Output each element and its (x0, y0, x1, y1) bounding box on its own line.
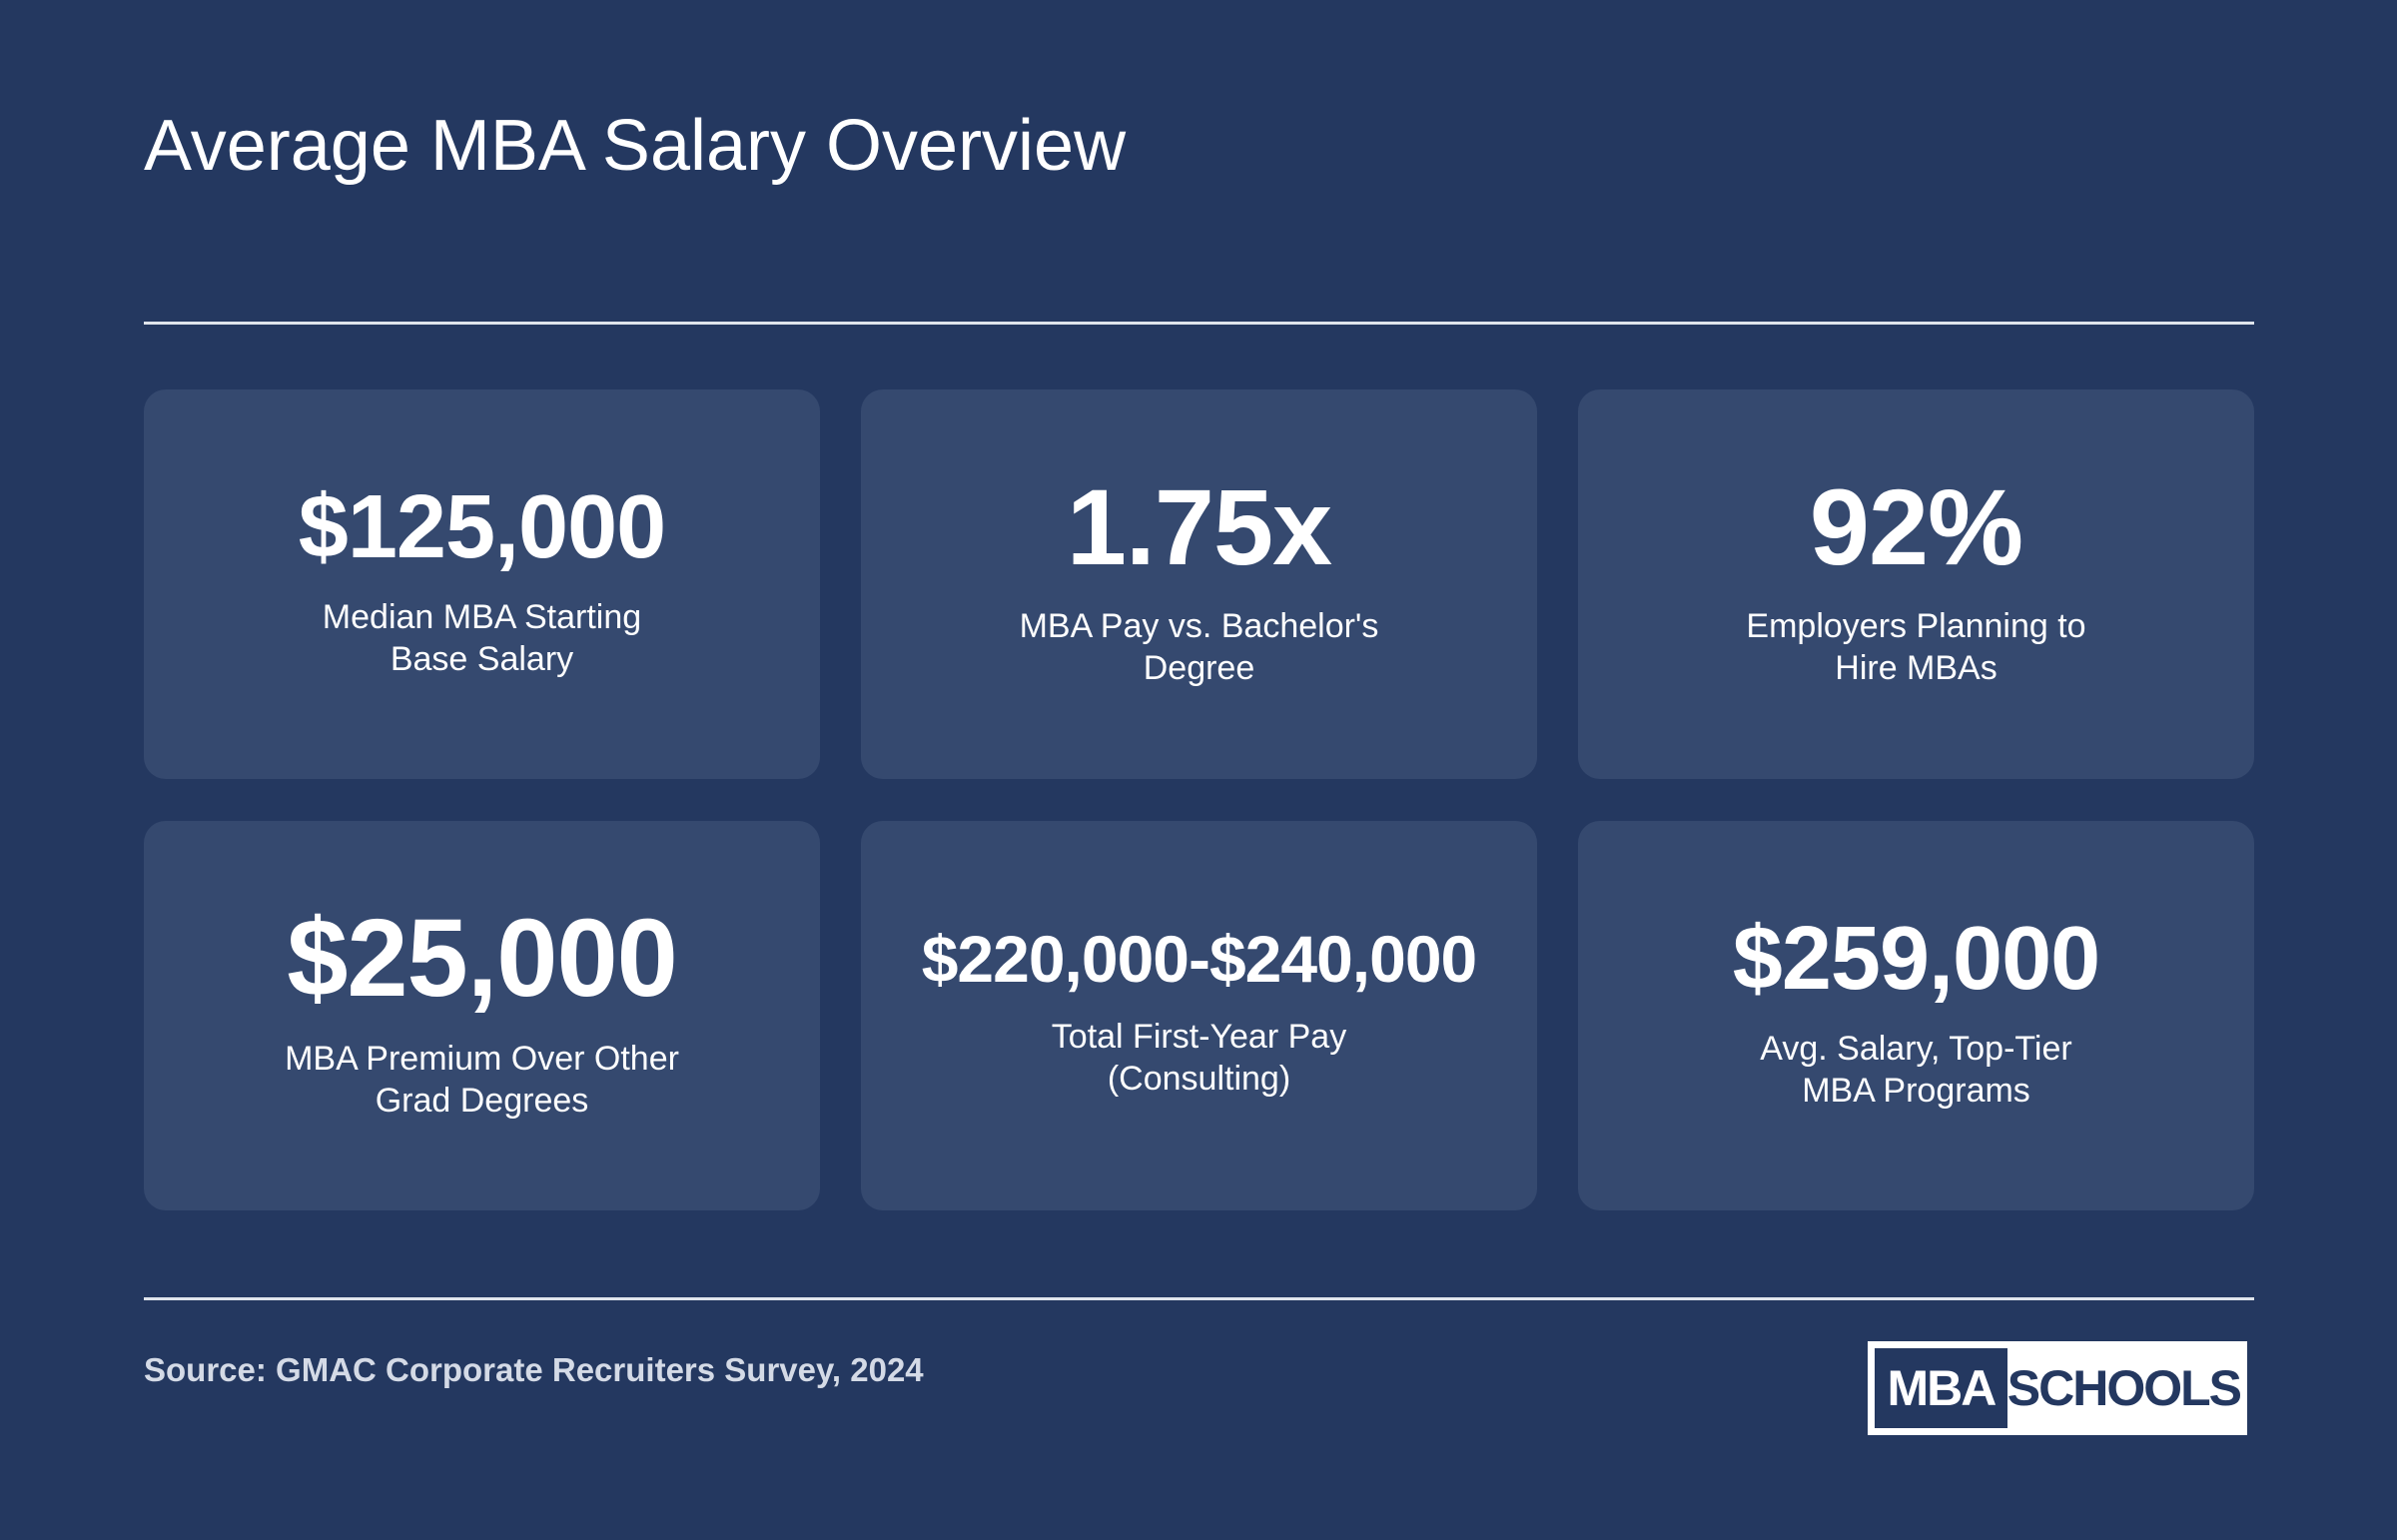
stat-label-line: Hire MBAs (1835, 649, 1998, 687)
stat-label: MBA Premium Over Other Grad Degrees (273, 1038, 692, 1122)
stat-label-line: Employers Planning to (1746, 607, 2086, 645)
stat-card-mba-premium: $25,000 MBA Premium Over Other Grad Degr… (144, 821, 820, 1210)
stat-label: Median MBA Starting Base Salary (273, 596, 692, 680)
stat-label-line: Grad Degrees (375, 1082, 589, 1120)
stat-label-line: MBA Premium Over Other (285, 1040, 679, 1078)
stat-label-line: MBA Pay vs. Bachelor's (1019, 607, 1379, 645)
stat-label-line: Avg. Salary, Top-Tier (1760, 1030, 2072, 1068)
stat-label-line: Median MBA Starting (322, 598, 642, 636)
stat-value: 1.75x (1066, 466, 1332, 587)
stat-value: $125,000 (298, 477, 666, 577)
stat-card-median-salary: $125,000 Median MBA Starting Base Salary (144, 389, 820, 779)
stat-label: Employers Planning to Hire MBAs (1707, 605, 2126, 689)
stat-label: Avg. Salary, Top-Tier MBA Programs (1707, 1028, 2126, 1112)
stat-card-top-tier-salary: $259,000 Avg. Salary, Top-Tier MBA Progr… (1578, 821, 2254, 1210)
top-divider (144, 322, 2254, 325)
stat-card-consulting-pay: $220,000-$240,000 Total First-Year Pay (… (861, 821, 1537, 1210)
page-title: Average MBA Salary Overview (144, 106, 1127, 186)
logo-schools-text: SCHOOLS (2006, 1360, 2242, 1416)
bottom-divider (144, 1297, 2254, 1300)
stat-card-employers-hiring: 92% Employers Planning to Hire MBAs (1578, 389, 2254, 779)
stat-label: MBA Pay vs. Bachelor's Degree (990, 605, 1409, 689)
stat-label-line: Base Salary (390, 640, 574, 678)
logo-mba-text: MBA (1875, 1348, 2007, 1428)
stat-label-line: Degree (1143, 649, 1255, 687)
stat-cards-grid: $125,000 Median MBA Starting Base Salary… (144, 389, 2254, 1210)
stat-label-line: MBA Programs (1802, 1072, 2030, 1110)
stat-value: 92% (1809, 466, 2023, 587)
stat-label-line: Total First-Year Pay (1051, 1018, 1347, 1056)
stat-value: $25,000 (287, 897, 678, 1020)
stat-card-pay-multiple: 1.75x MBA Pay vs. Bachelor's Degree (861, 389, 1537, 779)
stat-value: $220,000-$240,000 (921, 922, 1478, 996)
stat-label-line: (Consulting) (1107, 1060, 1291, 1098)
mba-schools-logo: MBA SCHOOLS (1868, 1341, 2247, 1435)
stat-value: $259,000 (1732, 909, 2100, 1009)
source-note: Source: GMAC Corporate Recruiters Survey… (144, 1351, 924, 1388)
stat-label: Total First-Year Pay (Consulting) (990, 1016, 1409, 1100)
